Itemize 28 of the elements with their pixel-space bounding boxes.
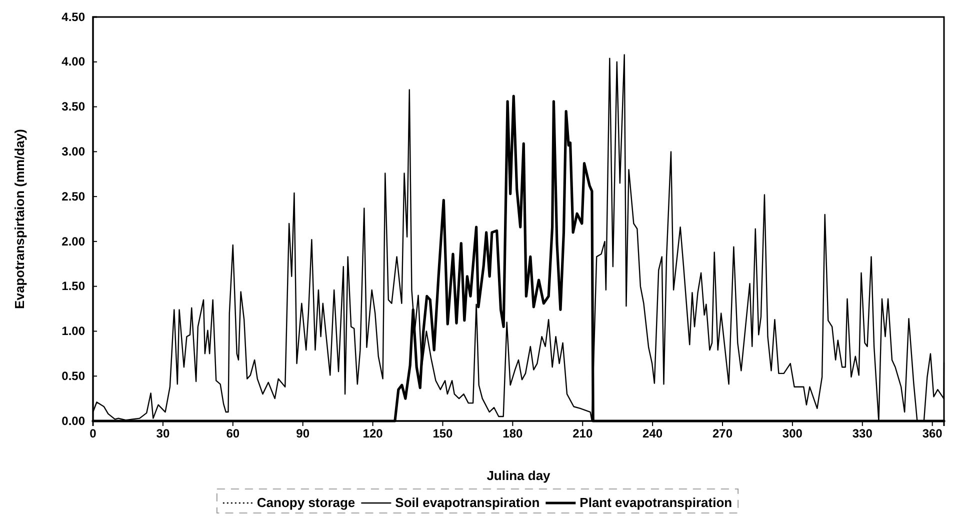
x-tick-label: 30: [156, 426, 170, 441]
y-tick-label: 2.00: [62, 234, 86, 248]
y-tick-label: 2.50: [62, 189, 86, 204]
x-tick-label: 60: [226, 426, 240, 441]
x-tick-label: 90: [296, 426, 310, 441]
x-tick-label: 270: [712, 426, 733, 441]
x-tick-label: 180: [502, 426, 524, 441]
x-axis-title: Julina day: [486, 468, 552, 483]
x-tick-label: 300: [782, 426, 803, 441]
x-tick-label: 330: [852, 426, 873, 441]
x-tick-label: 120: [362, 426, 384, 441]
y-tick-label: 4.50: [62, 10, 86, 24]
x-tick-label: 360: [922, 426, 943, 441]
y-tick-label: 0.50: [62, 368, 86, 383]
y-tick-label: 3.50: [62, 100, 86, 114]
legend-label: Canopy storage: [256, 495, 356, 510]
y-tick-label: 0.00: [62, 414, 86, 428]
x-tick-label: 210: [572, 426, 593, 441]
legend-label: Soil evapotranspiration: [395, 495, 540, 510]
x-tick-label: 0: [90, 426, 97, 441]
y-tick-label: 4.00: [62, 54, 86, 69]
x-tick-label: 150: [432, 426, 454, 441]
y-axis-title: Evapotranspirtaion (mm/day): [12, 129, 27, 309]
y-tick-label: 1.00: [62, 324, 86, 338]
y-tick-label: 1.50: [62, 279, 86, 294]
y-tick-label: 3.00: [62, 144, 86, 159]
legend-label: Plant evapotranspiration: [580, 495, 732, 510]
x-tick-label: 240: [642, 426, 663, 441]
